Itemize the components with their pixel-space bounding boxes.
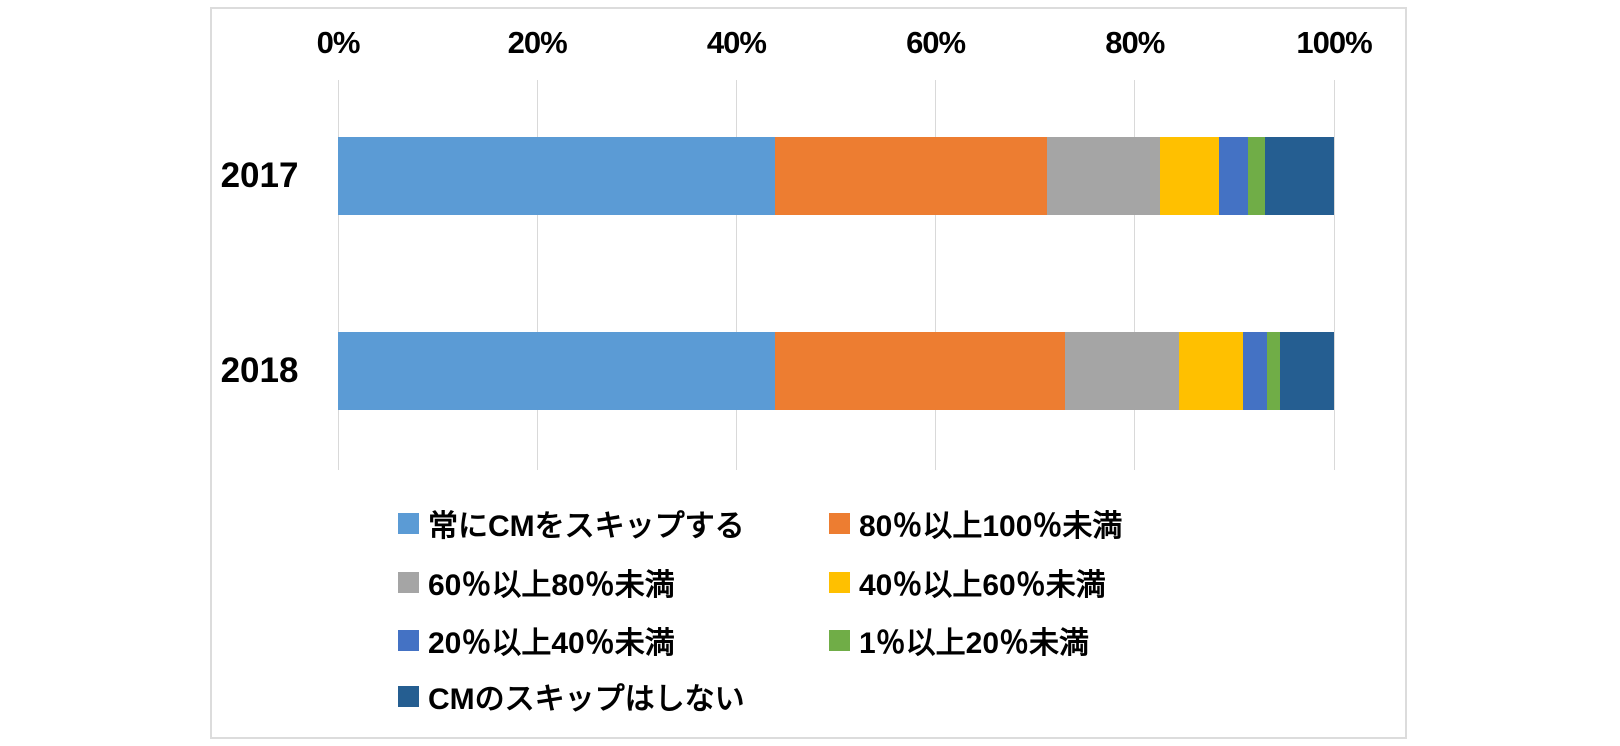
bar-segment [1159,137,1220,215]
bar-segment [775,137,1048,215]
legend-label: 1％以上20％未満 [859,627,1090,660]
legend-label: 80％以上100％未満 [859,510,1123,543]
bar-segment [338,332,776,410]
gridline [1134,80,1136,470]
bar-segment [1280,332,1334,410]
legend-marker [398,571,419,593]
axis-tick-label: 0% [316,25,361,60]
gridline [1333,80,1335,470]
legend-marker [829,512,850,534]
legend-marker [829,629,850,651]
bar-segment [1267,332,1281,410]
chart-frame: 0% 20% 40% 60% 80% 100% 2017 2018 常にCMをスキップする 8… [210,7,1407,739]
bar-segment [1178,332,1244,410]
bar-segment [1248,137,1266,215]
gridline [337,80,339,470]
gridline [536,80,538,470]
legend-marker [398,685,419,707]
stacked-bar-2018 [338,332,1334,410]
legend-label: 20％以上40％未満 [428,627,675,660]
legend-item: CMのスキップはしない [398,674,745,718]
legend-label: 40％以上60％未満 [859,569,1106,602]
stacked-bar-2017 [338,137,1334,215]
legend-item: 60％以上80％未満 [398,560,675,604]
bar-segment [1219,137,1249,215]
gridline [735,80,737,470]
legend-marker [829,571,850,593]
gridline [935,80,937,470]
bar-segment [1243,332,1268,410]
bar-segment [1265,137,1334,215]
axis-tick-label: 80% [1105,25,1165,60]
category-label: 2018 [220,351,299,390]
legend-item: 常にCMをスキップする [398,501,745,545]
axis-tick-label: 60% [906,25,966,60]
legend-marker [398,512,419,534]
bar-segment [1047,137,1160,215]
axis-tick-label: 20% [507,25,568,60]
axis-tick-label: 100% [1296,25,1372,60]
legend-item: 40％以上60％未満 [829,560,1106,604]
bar-segment [775,332,1066,410]
legend-label: 常にCMをスキップする [428,510,745,543]
axis-tick-label: 40% [706,25,767,60]
legend-item: 80％以上100％未満 [829,501,1122,545]
legend-label: CMのスキップはしない [428,683,745,716]
legend-item: 20％以上40％未満 [398,618,675,662]
legend-item: 1％以上20％未満 [829,618,1089,662]
category-label: 2017 [220,156,299,195]
legend-marker [398,629,419,651]
legend-label: 60％以上80％未満 [428,569,675,602]
bar-segment [1065,332,1179,410]
bar-segment [338,137,776,215]
